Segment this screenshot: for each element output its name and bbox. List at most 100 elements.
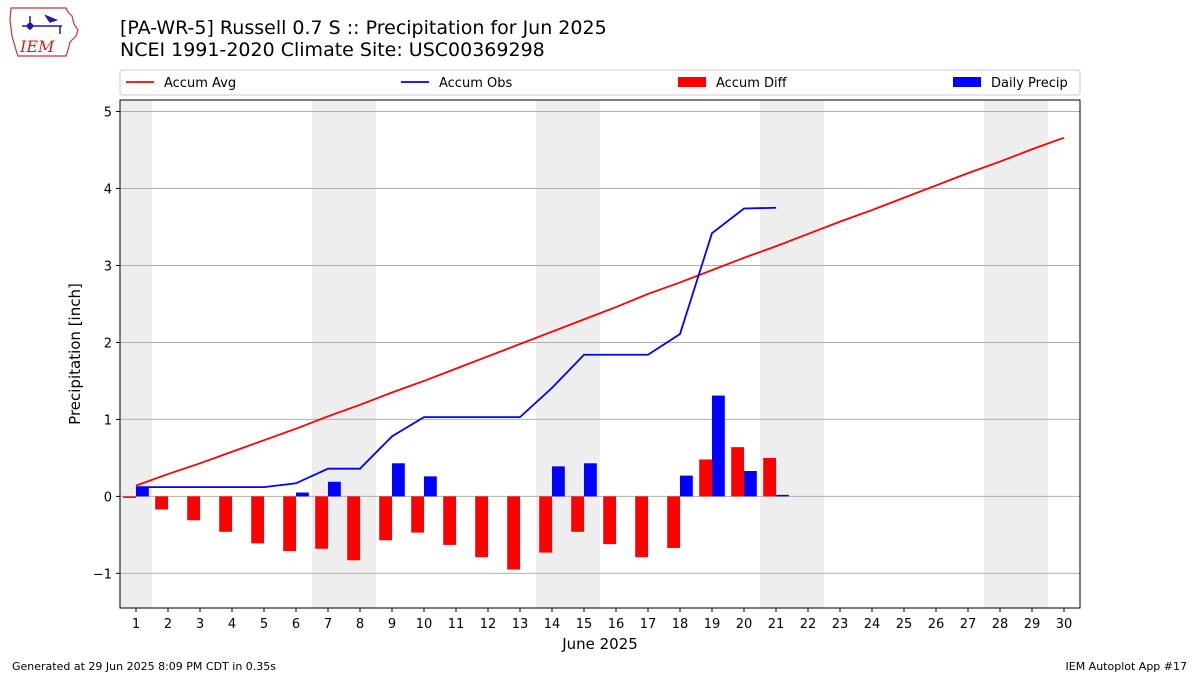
accum-diff-bar	[667, 496, 680, 548]
legend-accum-diff-swatch	[678, 77, 706, 87]
x-tick-label: 4	[228, 617, 236, 632]
accum-diff-bar	[123, 496, 136, 498]
weather-station-icon	[22, 14, 62, 34]
x-tick-label: 21	[768, 617, 785, 632]
daily-precip-bar	[712, 395, 725, 497]
x-tick-label: 23	[832, 617, 849, 632]
accum-diff-bar	[603, 496, 616, 545]
daily-precip-bar	[744, 470, 757, 497]
legend-daily-precip-swatch	[953, 77, 981, 87]
x-tick-label: 12	[480, 617, 497, 632]
x-tick-label: 7	[324, 617, 332, 632]
weekend-band-0	[120, 100, 152, 608]
x-axis-ticks: 1 2 3 4 5 6 7 8 9 10 11 12 13 14 15 16 17 18 19 20 21 22 23 24 2…	[132, 608, 1072, 632]
x-tick-label: 1	[132, 617, 140, 632]
x-tick-label: 22	[800, 617, 817, 632]
daily-precip-bar	[296, 492, 309, 497]
legend-daily-precip-label: Daily Precip	[991, 76, 1068, 91]
y-tick-label: 0	[104, 490, 112, 505]
daily-precip-bar	[776, 494, 789, 497]
y-tick-label: 3	[104, 259, 112, 274]
x-tick-label: 3	[196, 617, 204, 632]
accum-diff-bar	[539, 496, 552, 553]
daily-precip-bar	[136, 487, 149, 497]
daily-precip-bar	[680, 475, 693, 497]
x-tick-label: 2	[164, 617, 172, 632]
daily-precip-bar	[328, 481, 341, 497]
accum-diff-bar	[571, 496, 584, 532]
weekend-band-4	[984, 100, 1048, 608]
accum-diff-bar	[155, 496, 168, 510]
app-label: IEM Autoplot App #17	[1065, 660, 1188, 673]
accum-diff-bar	[219, 496, 232, 532]
accum-diff-bars	[123, 447, 776, 570]
accum-diff-bar	[283, 496, 296, 552]
x-tick-label: 14	[544, 617, 561, 632]
x-tick-label: 24	[864, 617, 881, 632]
weekend-band-3	[760, 100, 824, 608]
y-tick-label: −1	[93, 567, 112, 582]
horizontal-grid	[120, 111, 1080, 574]
plot-frame	[119, 99, 1081, 609]
legend-accum-avg-label: Accum Avg	[164, 76, 236, 91]
y-tick-label: 2	[104, 336, 112, 351]
daily-precip-bar	[424, 476, 437, 497]
accum-diff-bar	[187, 496, 200, 521]
y-tick-label: 1	[104, 413, 112, 428]
x-tick-label: 15	[576, 617, 593, 632]
chart-title: [PA-WR-5] Russell 0.7 S :: Precipitation…	[120, 17, 607, 39]
daily-precip-bars	[136, 395, 789, 497]
x-tick-label: 19	[704, 617, 721, 632]
accum-diff-bar	[699, 459, 712, 497]
legend-frame	[119, 69, 1081, 96]
x-tick-label: 16	[608, 617, 625, 632]
accum-diff-bar	[411, 496, 424, 533]
generated-timestamp: Generated at 29 Jun 2025 8:09 PM CDT in …	[12, 660, 277, 673]
accum-diff-bar	[251, 496, 264, 544]
y-tick-label: 4	[104, 183, 112, 198]
accum-diff-bar	[763, 457, 776, 497]
daily-precip-bar	[552, 466, 565, 497]
x-tick-label: 20	[736, 617, 753, 632]
accum-diff-bar	[731, 447, 744, 497]
y-axis-ticks: −1 0 1 2 3 4 5	[93, 106, 120, 582]
x-tick-label: 27	[960, 617, 977, 632]
accum-diff-bar	[475, 496, 488, 558]
x-tick-label: 29	[1024, 617, 1041, 632]
x-tick-label: 8	[356, 617, 364, 632]
x-tick-label: 5	[260, 617, 268, 632]
accum-diff-bar	[507, 496, 520, 570]
legend-accum-diff-label: Accum Diff	[716, 76, 788, 91]
iowa-outline-icon	[9, 7, 79, 57]
accum-diff-bar	[347, 496, 360, 561]
y-axis-label: Precipitation [inch]	[66, 283, 84, 425]
x-tick-label: 30	[1056, 617, 1073, 632]
x-tick-label: 6	[292, 617, 300, 632]
accum-lines	[135, 136, 1065, 489]
x-tick-label: 26	[928, 617, 945, 632]
x-tick-label: 13	[512, 617, 529, 632]
x-tick-label: 17	[640, 617, 657, 632]
accum-obs-line	[136, 206, 777, 489]
x-tick-label: 11	[448, 617, 465, 632]
y-tick-label: 5	[104, 106, 112, 121]
x-tick-label: 25	[896, 617, 913, 632]
legend: Accum Avg Accum Obs Accum Diff Daily Precip	[119, 69, 1081, 96]
legend-accum-obs-label: Accum Obs	[439, 76, 512, 91]
x-tick-label: 10	[416, 617, 433, 632]
accum-diff-bar	[443, 496, 456, 545]
x-axis-label: June 2025	[561, 635, 638, 653]
chart-subtitle: NCEI 1991-2020 Climate Site: USC00369298	[120, 39, 545, 61]
x-tick-label: 28	[992, 617, 1009, 632]
iem-logo: IEM	[9, 7, 79, 57]
x-tick-label: 9	[388, 617, 396, 632]
daily-precip-bar	[584, 463, 597, 497]
logo-text: IEM	[19, 37, 55, 56]
daily-precip-bar	[392, 463, 405, 497]
weekend-shading	[120, 100, 1048, 608]
accum-diff-bar	[379, 496, 392, 541]
accum-diff-bar	[635, 496, 648, 558]
accum-diff-bar	[315, 496, 328, 549]
x-tick-label: 18	[672, 617, 689, 632]
